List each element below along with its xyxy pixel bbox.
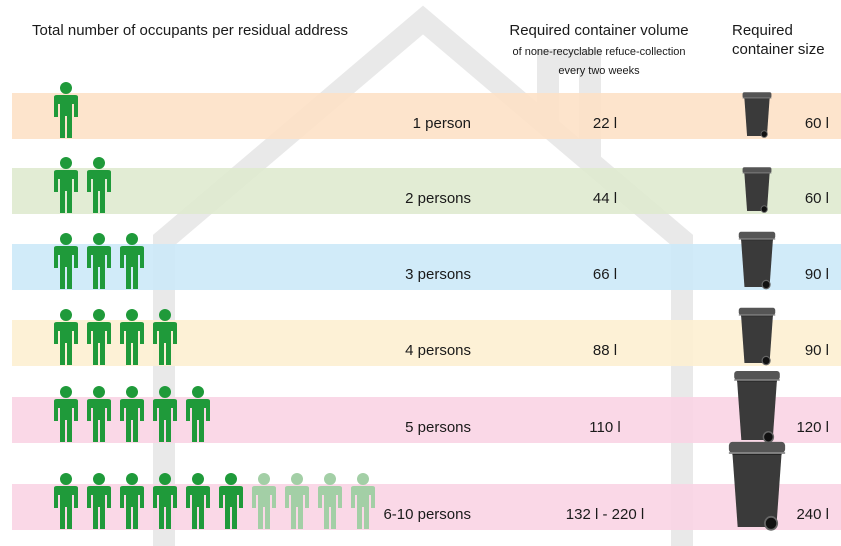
occupants-label: 6-10 persons xyxy=(383,506,471,523)
occupants-label: 5 persons xyxy=(405,419,471,436)
volume-header: Required container volume xyxy=(509,22,688,39)
volume-label: 132 l - 220 l xyxy=(566,506,644,523)
occupants-label: 3 persons xyxy=(405,266,471,283)
occupants-header: Total number of occupants per residual a… xyxy=(32,22,348,39)
infographic: Total number of occupants per residual a… xyxy=(0,0,841,546)
size-label: 60 l xyxy=(805,190,829,207)
occupants-label: 1 person xyxy=(413,115,471,132)
size-header: Required xyxy=(732,22,793,39)
container-icon xyxy=(729,442,785,530)
size-label: 60 l xyxy=(805,115,829,132)
size-header: container size xyxy=(732,41,825,58)
volume-subheader: of none-recyclable refuce-collection xyxy=(512,46,685,58)
size-label: 90 l xyxy=(805,266,829,283)
size-label: 90 l xyxy=(805,342,829,359)
occupants-label: 2 persons xyxy=(405,190,471,207)
container-icon xyxy=(739,308,775,365)
container-icon xyxy=(743,167,772,212)
volume-label: 22 l xyxy=(593,115,617,132)
volume-label: 110 l xyxy=(589,419,620,436)
container-icon xyxy=(734,371,780,442)
volume-label: 88 l xyxy=(593,342,617,359)
size-label: 240 l xyxy=(796,506,829,523)
volume-label: 66 l xyxy=(593,266,617,283)
container-icon xyxy=(739,232,775,289)
volume-subheader: every two weeks xyxy=(558,65,640,77)
occupants-label: 4 persons xyxy=(405,342,471,359)
container-icon xyxy=(743,92,772,137)
volume-label: 44 l xyxy=(593,190,617,207)
size-label: 120 l xyxy=(796,419,829,436)
